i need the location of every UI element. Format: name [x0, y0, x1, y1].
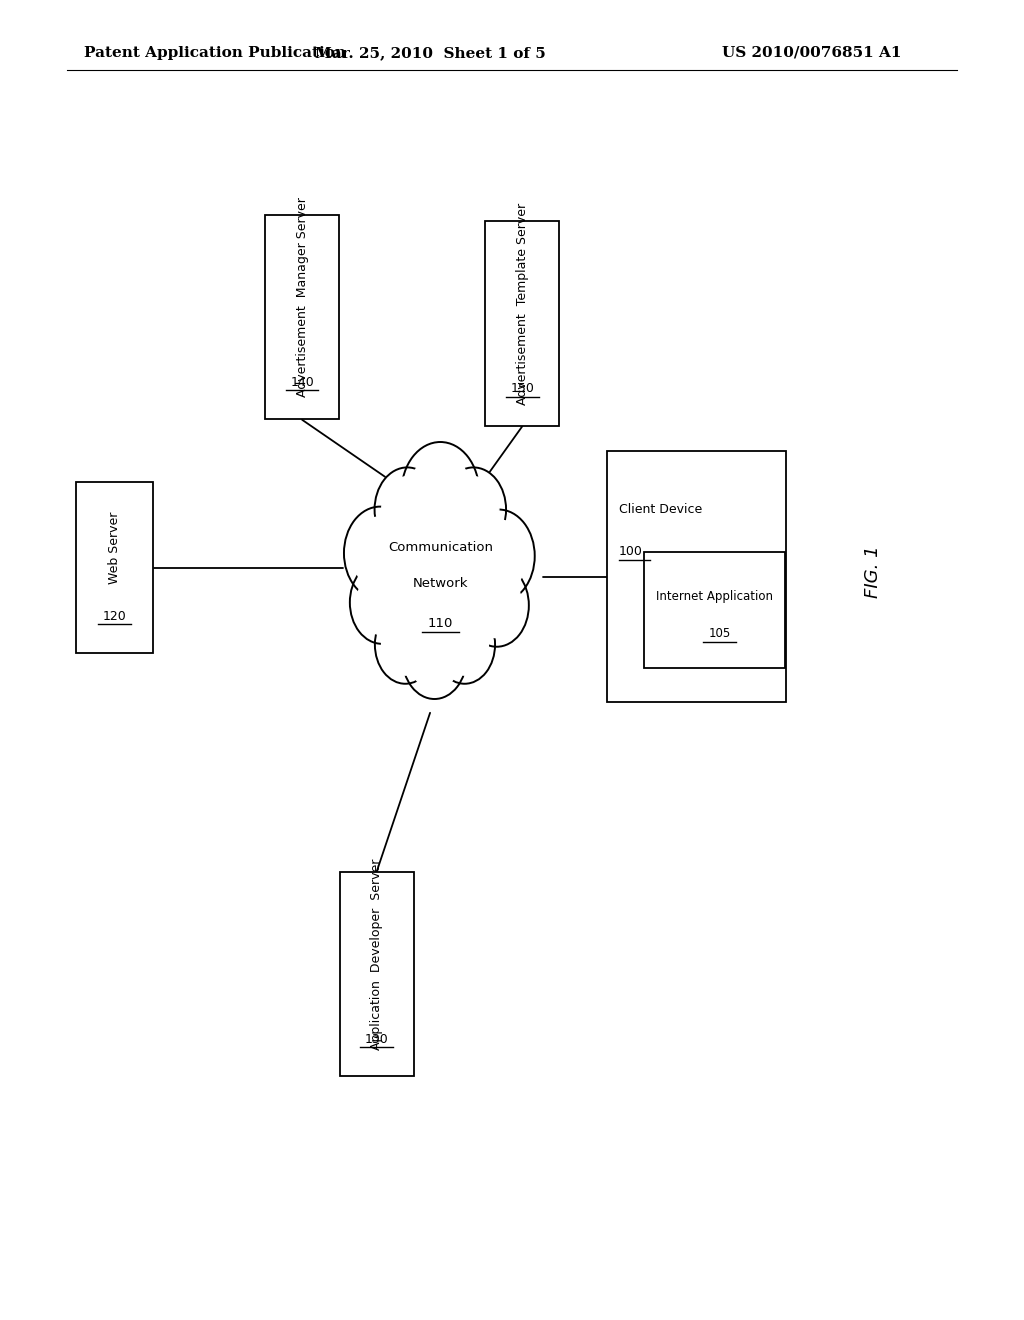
- Text: Client Device: Client Device: [618, 503, 702, 516]
- Circle shape: [434, 606, 495, 684]
- Circle shape: [463, 510, 535, 602]
- Circle shape: [352, 517, 409, 589]
- Text: Network: Network: [413, 577, 468, 590]
- Text: Internet Application: Internet Application: [656, 590, 773, 603]
- Text: Application  Developer  Server: Application Developer Server: [371, 859, 383, 1049]
- FancyBboxPatch shape: [265, 214, 339, 420]
- Circle shape: [465, 564, 528, 647]
- Circle shape: [440, 467, 506, 552]
- FancyBboxPatch shape: [340, 871, 414, 1077]
- Text: Mar. 25, 2010  Sheet 1 of 5: Mar. 25, 2010 Sheet 1 of 5: [314, 46, 546, 59]
- Circle shape: [441, 614, 488, 675]
- Circle shape: [375, 467, 440, 552]
- Text: 130: 130: [365, 1034, 389, 1045]
- Text: 110: 110: [428, 616, 453, 630]
- Circle shape: [350, 561, 414, 644]
- Ellipse shape: [368, 466, 513, 669]
- Text: Web Server: Web Server: [109, 512, 121, 583]
- Text: 120: 120: [102, 610, 127, 623]
- FancyBboxPatch shape: [606, 451, 786, 702]
- Circle shape: [471, 520, 526, 593]
- Circle shape: [344, 507, 416, 599]
- Circle shape: [447, 477, 499, 543]
- FancyBboxPatch shape: [77, 482, 154, 653]
- Circle shape: [410, 453, 471, 531]
- Text: 105: 105: [709, 627, 731, 640]
- Text: 140: 140: [290, 376, 314, 388]
- FancyBboxPatch shape: [485, 220, 559, 425]
- Text: Communication: Communication: [388, 541, 493, 554]
- Text: 150: 150: [510, 383, 535, 395]
- Text: 100: 100: [618, 545, 643, 558]
- Text: Advertisement  Manager Server: Advertisement Manager Server: [296, 197, 308, 397]
- Circle shape: [401, 442, 479, 543]
- Text: Patent Application Publication: Patent Application Publication: [84, 46, 346, 59]
- Text: Advertisement  Template Server: Advertisement Template Server: [516, 202, 528, 405]
- Circle shape: [472, 573, 522, 638]
- Text: FIG. 1: FIG. 1: [864, 545, 883, 598]
- Circle shape: [357, 570, 407, 635]
- Ellipse shape: [375, 484, 506, 651]
- Circle shape: [375, 606, 436, 684]
- Circle shape: [382, 477, 433, 543]
- Circle shape: [382, 614, 429, 675]
- Circle shape: [410, 626, 460, 690]
- Text: US 2010/0076851 A1: US 2010/0076851 A1: [722, 46, 901, 59]
- Circle shape: [402, 616, 467, 700]
- FancyBboxPatch shape: [644, 552, 785, 668]
